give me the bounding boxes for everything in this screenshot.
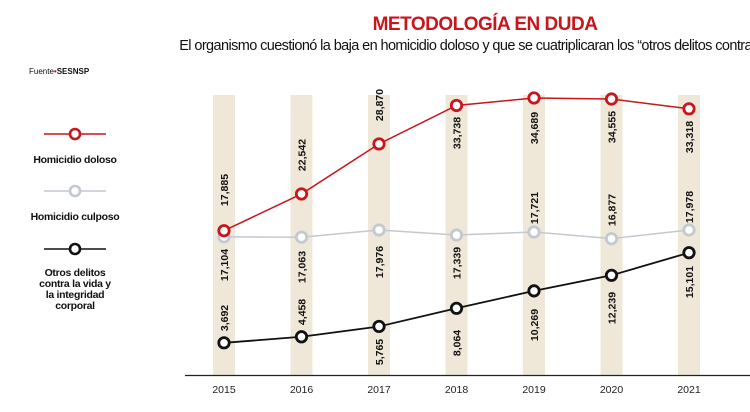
data-label-otros-delitos: 12,239 xyxy=(607,292,619,324)
data-label-homicidio-doloso: 34,689 xyxy=(529,112,541,144)
data-label-otros-delitos: 15,101 xyxy=(684,266,696,298)
data-point-homicidio-doloso xyxy=(682,102,696,116)
data-label-homicidio-culposo: 16,877 xyxy=(607,194,619,226)
data-point-homicidio-doloso xyxy=(527,91,541,105)
legend-label-homicidio-culposo: Homicidio culposo xyxy=(30,211,120,223)
data-point-homicidio-doloso xyxy=(604,92,619,106)
data-label-homicidio-doloso: 33,318 xyxy=(684,121,696,153)
x-tick-label: 2021 xyxy=(677,384,701,396)
data-point-otros-delitos xyxy=(217,336,231,350)
x-tick-label: 2016 xyxy=(290,384,314,396)
data-label-otros-delitos: 3,692 xyxy=(219,305,231,331)
data-point-homicidio-culposo xyxy=(449,228,464,242)
data-point-otros-delitos xyxy=(682,246,696,260)
legend-marker-homicidio-doloso xyxy=(68,127,82,141)
x-tick-label: 2017 xyxy=(367,384,391,396)
data-point-homicidio-doloso xyxy=(217,224,231,238)
data-label-homicidio-culposo: 17,978 xyxy=(684,191,696,223)
legend-marker-homicidio-culposo xyxy=(68,184,82,198)
source-bullet-icon: • xyxy=(53,67,57,76)
data-label-homicidio-doloso: 33,738 xyxy=(452,117,464,149)
data-point-otros-delitos xyxy=(372,319,386,334)
data-label-otros-delitos: 5,765 xyxy=(374,339,386,365)
data-point-otros-delitos xyxy=(449,301,464,315)
data-label-homicidio-doloso: 17,885 xyxy=(219,174,231,206)
data-label-homicidio-culposo: 17,976 xyxy=(374,246,386,278)
data-label-homicidio-doloso: 34,555 xyxy=(607,111,619,143)
data-point-homicidio-culposo xyxy=(372,223,386,237)
data-label-homicidio-doloso: 28,870 xyxy=(374,89,386,121)
data-label-otros-delitos: 10,269 xyxy=(529,309,541,341)
data-point-otros-delitos xyxy=(604,268,619,282)
data-label-homicidio-doloso: 22,542 xyxy=(297,139,309,171)
chart-subtitle: El organismo cuestionó la baja en homici… xyxy=(179,38,750,54)
data-point-homicidio-culposo xyxy=(682,223,696,237)
data-label-homicidio-culposo: 17,721 xyxy=(529,192,541,224)
chart-title: METODOLOGÍA EN DUDA xyxy=(372,14,598,35)
x-tick-label: 2018 xyxy=(445,384,469,396)
source-value: SESNSP xyxy=(56,67,90,76)
data-label-otros-delitos: 4,458 xyxy=(297,299,309,325)
source-label: Fuente xyxy=(29,67,54,76)
data-point-otros-delitos xyxy=(294,330,309,344)
data-point-homicidio-doloso xyxy=(449,98,464,113)
data-label-homicidio-culposo: 17,063 xyxy=(297,251,309,283)
x-tick-label: 2020 xyxy=(600,384,624,396)
data-point-homicidio-doloso xyxy=(294,187,309,201)
x-tick-label: 2015 xyxy=(212,384,236,396)
data-point-homicidio-doloso xyxy=(372,137,386,151)
legend-label-homicidio-doloso: Homicidio doloso xyxy=(33,154,117,166)
data-label-homicidio-culposo: 17,104 xyxy=(219,249,231,281)
data-label-homicidio-culposo: 17,339 xyxy=(452,247,464,279)
x-tick-label: 2019 xyxy=(522,384,546,396)
data-point-otros-delitos xyxy=(527,284,541,298)
legend-marker-otros-delitos xyxy=(68,242,82,256)
source-note: Fuente•SESNSP xyxy=(29,67,89,76)
data-point-homicidio-culposo xyxy=(294,230,309,244)
data-label-otros-delitos: 8,064 xyxy=(452,330,464,356)
data-point-homicidio-culposo xyxy=(527,225,541,239)
legend-label-otros-delitos: Otros delitos contra la vida y la integr… xyxy=(39,267,111,312)
data-point-homicidio-culposo xyxy=(604,232,619,246)
